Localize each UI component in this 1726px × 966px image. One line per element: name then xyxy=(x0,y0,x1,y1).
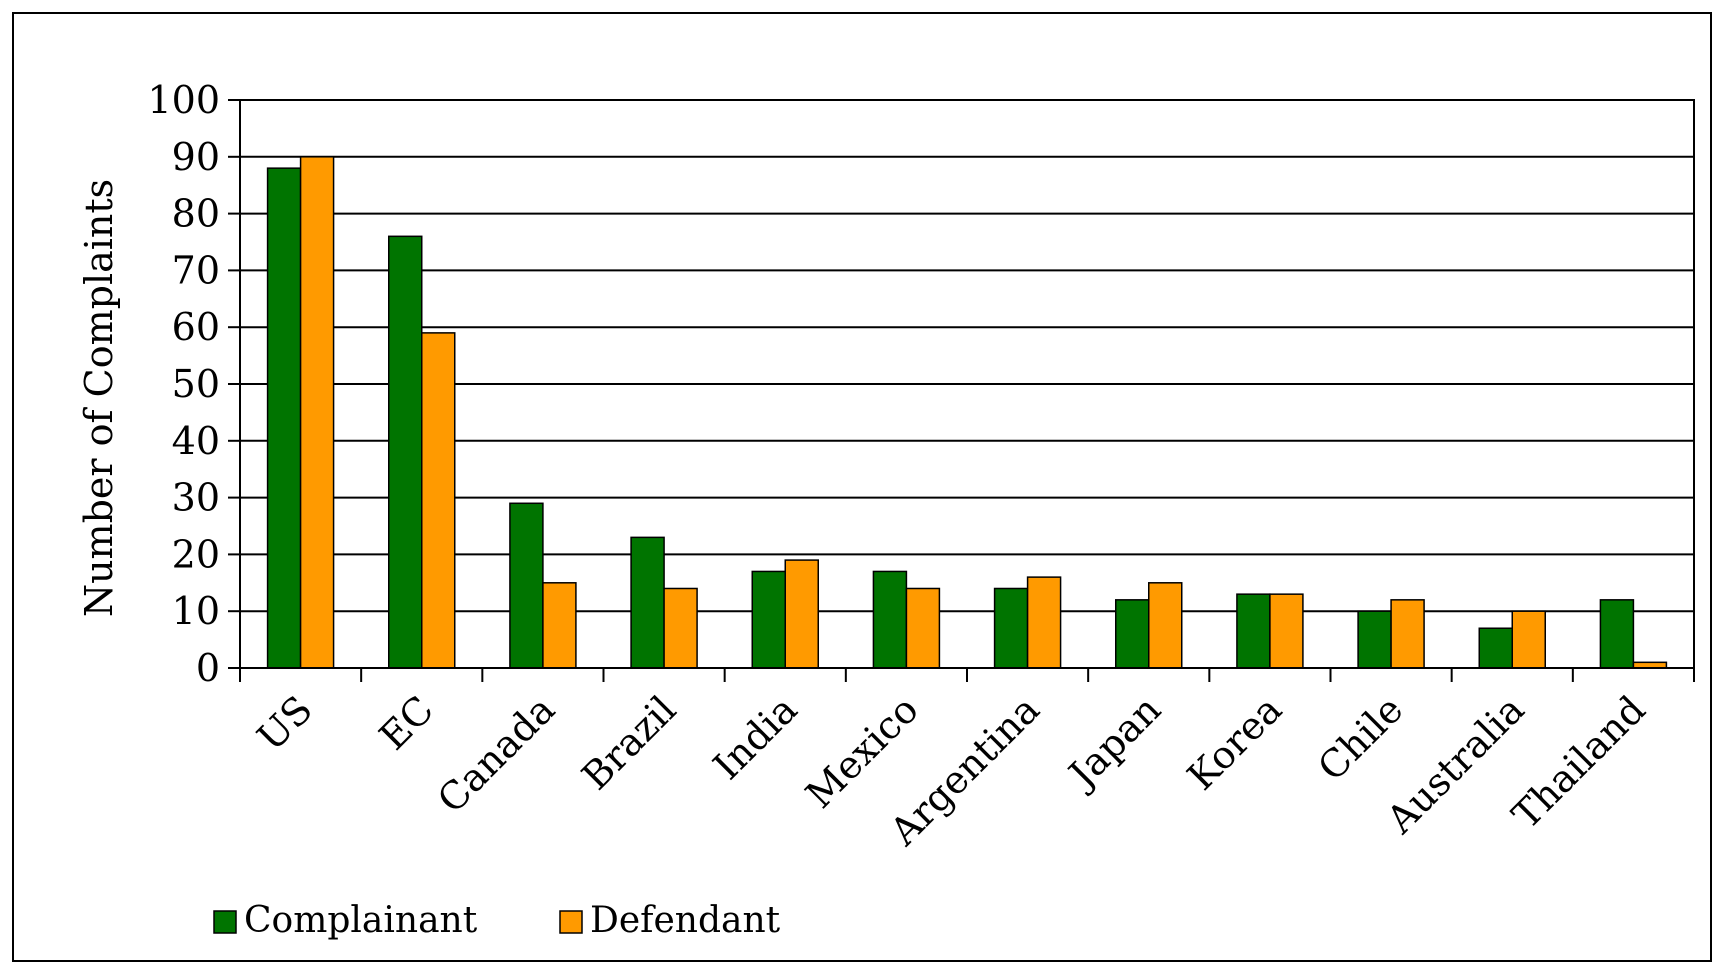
legend-item-defendant: Defendant xyxy=(559,900,781,941)
bar-defendant-argentina xyxy=(1026,576,1062,669)
bar-defendant-japan xyxy=(1148,582,1183,669)
bar-complainant-chile xyxy=(1357,610,1392,669)
bar-defendant-australia xyxy=(1511,610,1546,669)
x-tick-label: Thailand xyxy=(1504,687,1654,837)
bar-complainant-thailand xyxy=(1599,599,1635,669)
y-tick-label: 30 xyxy=(172,476,220,520)
x-tick-label: Korea xyxy=(1179,687,1290,798)
bar-complainant-brazil xyxy=(630,536,665,669)
y-tick-label: 60 xyxy=(172,305,220,349)
legend-label: Defendant xyxy=(590,900,781,941)
x-tick-label: Japan xyxy=(1058,687,1169,798)
bar-complainant-canada xyxy=(509,502,544,669)
legend: Complainant Defendant xyxy=(213,900,781,941)
bar-defendant-canada xyxy=(542,582,577,669)
y-tick-label: 10 xyxy=(172,589,220,633)
y-tick-label: 100 xyxy=(147,78,220,122)
bar-defendant-chile xyxy=(1390,599,1425,669)
bar-defendant-korea xyxy=(1269,593,1304,669)
y-tick-label: 80 xyxy=(172,192,220,236)
bar-defendant-brazil xyxy=(663,587,698,669)
bar-defendant-india xyxy=(784,559,819,669)
x-tick-label: Brazil xyxy=(573,687,684,798)
legend-label: Complainant xyxy=(244,900,478,941)
x-tick-label: India xyxy=(705,687,806,788)
legend-swatch xyxy=(213,910,237,934)
x-tick-label: Canada xyxy=(429,687,563,821)
bar-complainant-us xyxy=(266,167,302,669)
bar-complainant-korea xyxy=(1236,593,1271,669)
y-tick-label: 70 xyxy=(172,248,220,292)
x-tick-label: US xyxy=(249,687,321,759)
y-tick-label: 20 xyxy=(172,532,220,576)
gridlines xyxy=(240,99,1694,613)
bar-complainant-argentina xyxy=(993,587,1029,669)
bar-complainant-australia xyxy=(1478,627,1513,669)
bar-defendant-ec xyxy=(421,332,456,669)
legend-swatch xyxy=(559,910,583,934)
bar-complainant-japan xyxy=(1115,599,1150,669)
y-axis-label: Number of Complaints xyxy=(77,179,121,617)
bar-defendant-us xyxy=(299,156,335,669)
y-tick-label: 90 xyxy=(172,135,220,179)
bar-complainant-ec xyxy=(388,235,423,669)
x-tick-label: EC xyxy=(371,687,442,758)
y-tick-label: 0 xyxy=(196,646,220,690)
x-tick-label: Chile xyxy=(1309,687,1411,789)
bar-complainant-mexico xyxy=(872,570,908,669)
legend-item-complainant: Complainant xyxy=(213,900,478,941)
y-tick-label: 50 xyxy=(172,362,220,406)
bar-complainant-india xyxy=(751,570,786,669)
y-tick-labels: 0 10 20 30 40 50 60 70 80 90 100 xyxy=(147,78,240,690)
y-tick-label: 40 xyxy=(172,419,220,463)
bar-defendant-mexico xyxy=(905,587,941,669)
